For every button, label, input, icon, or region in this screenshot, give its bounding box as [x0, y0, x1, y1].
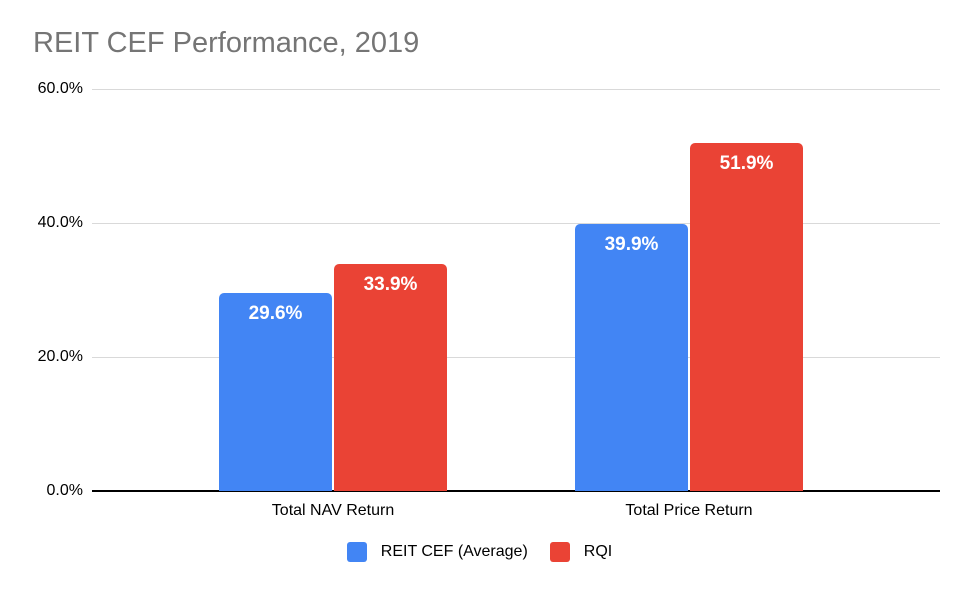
chart-title: REIT CEF Performance, 2019: [33, 27, 420, 59]
legend-label: REIT CEF (Average): [380, 543, 528, 560]
y-tick-label-60: 60.0%: [37, 80, 83, 97]
legend-swatch-icon: [549, 542, 570, 562]
bar-total-nav-return-reit-cef-average: 29.6%: [219, 292, 332, 491]
y-gridline-60: [92, 89, 940, 90]
legend-swatch-icon: [346, 542, 367, 562]
y-gridline-40: [92, 223, 940, 224]
plot-area: 29.6% 33.9% 39.9% 51.9%: [92, 89, 940, 492]
bar-value-label: 29.6%: [248, 302, 303, 324]
y-tick-label-0: 0.0%: [46, 482, 83, 499]
y-tick-label-40: 40.0%: [37, 214, 83, 231]
legend-item-rqi: RQI: [549, 542, 613, 562]
bar-total-price-return-rqi: 51.9%: [690, 143, 803, 491]
bar-total-price-return-reit-cef-average: 39.9%: [575, 223, 688, 491]
bar-value-label: 51.9%: [719, 153, 774, 175]
bar-value-label: 33.9%: [363, 273, 418, 295]
bar-value-label: 39.9%: [604, 233, 659, 255]
bar-total-nav-return-rqi: 33.9%: [334, 263, 447, 491]
legend-item-reit-cef-average: REIT CEF (Average): [346, 542, 528, 562]
chart-legend: REIT CEF (Average) RQI: [0, 542, 959, 562]
category-label-total-price-return: Total Price Return: [625, 502, 753, 519]
y-gridline-20: [92, 357, 940, 358]
legend-label: RQI: [583, 543, 613, 560]
x-axis-line: [92, 490, 940, 492]
y-tick-label-20: 20.0%: [37, 348, 83, 365]
category-label-total-nav-return: Total NAV Return: [271, 502, 395, 519]
